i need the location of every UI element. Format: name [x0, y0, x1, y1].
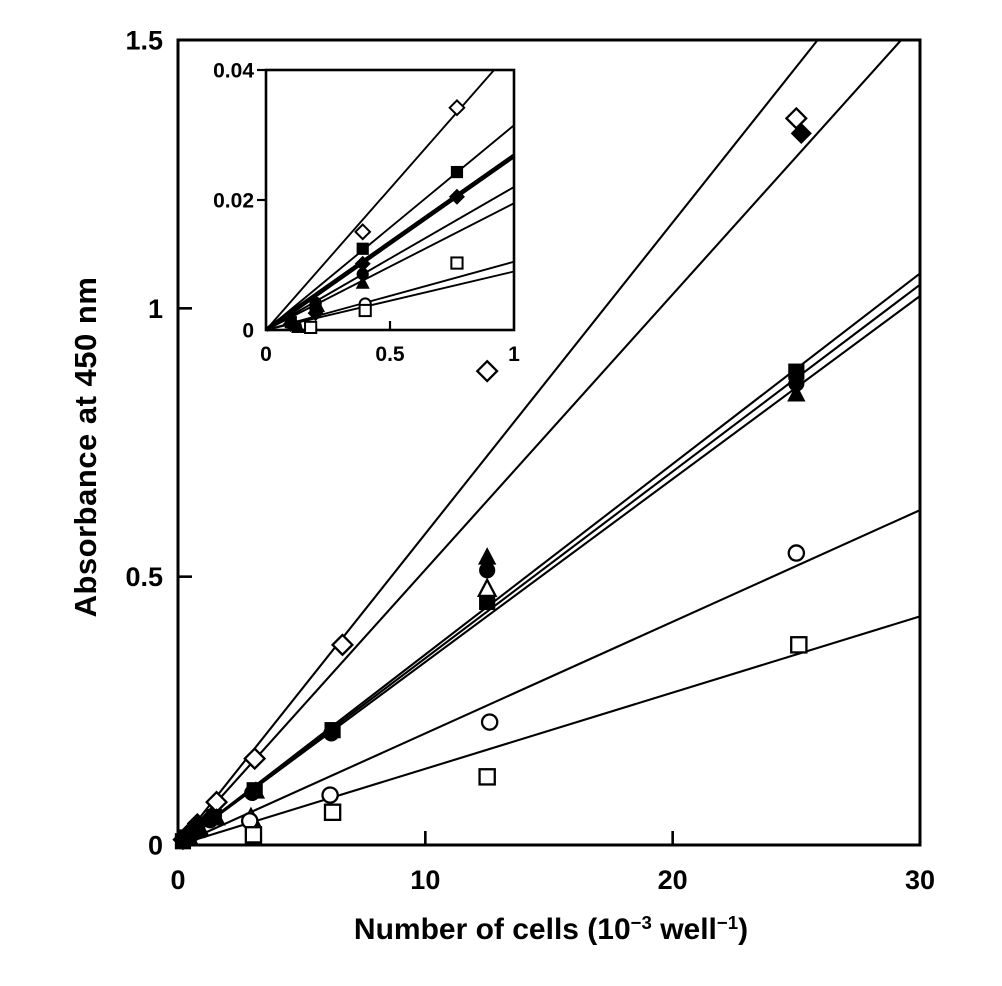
- filled-circle-marker: [479, 562, 496, 579]
- open-circle-marker: [787, 544, 806, 562]
- open-square-points: [244, 636, 808, 844]
- filled-triangle-marker: [246, 781, 266, 799]
- open-circle-marker: [321, 786, 339, 804]
- x-axis-title: Number of cells (10−3 well−1): [353, 911, 749, 947]
- filled-square-fit-line: [265, 124, 515, 331]
- open-square-fit-line: [177, 615, 921, 847]
- filled-triangle-marker: [191, 818, 210, 837]
- y-tick-label: 1.5: [125, 25, 163, 55]
- filled-circle-marker: [323, 725, 340, 742]
- inset-background: [263, 67, 517, 333]
- x-axis-title-suffix: ): [738, 913, 749, 946]
- filled-triangle-points: [291, 275, 370, 333]
- open-diamond-marker: [475, 359, 499, 383]
- filled-triangle-marker: [787, 384, 806, 402]
- x-axis-title-prefix: Number of cells (10: [353, 913, 631, 946]
- y-tick-label: 0: [148, 830, 163, 860]
- y-tick-label: 0: [242, 319, 254, 342]
- y-tick-label: 1: [148, 294, 163, 324]
- x-tick-label: 1: [508, 343, 520, 366]
- x-tick-label: 20: [658, 865, 688, 895]
- open-circle-points: [240, 544, 806, 830]
- filled-triangle-marker: [477, 547, 497, 565]
- open-square-marker: [790, 636, 808, 654]
- y-tick-label: 0.04: [213, 59, 254, 82]
- y-tick-label: 0.5: [125, 562, 163, 592]
- open-square-points: [304, 256, 464, 334]
- filled-triangle-marker: [311, 298, 326, 313]
- open-diamond-points: [205, 106, 808, 814]
- x-tick-label: 10: [410, 865, 440, 895]
- filled-diamond-fit-line: [177, 39, 902, 846]
- y-axis-title-text: Absorbance at 450 nm: [68, 276, 103, 618]
- open-square-fit-line: [265, 270, 515, 331]
- x-axis-title-superscript-2: −1: [716, 911, 739, 933]
- y-axis-title: Absorbance at 450 nm: [68, 277, 104, 618]
- x-tick-label: 30: [905, 865, 935, 895]
- open-square-marker: [244, 826, 263, 844]
- open-square-marker: [450, 256, 464, 270]
- open-circle-fit-line: [177, 509, 921, 846]
- open-diamond-marker: [330, 633, 354, 657]
- open-diamond-fit-line: [177, 39, 819, 846]
- open-square-marker: [323, 803, 342, 822]
- x-tick-label: 0.5: [375, 343, 405, 366]
- open-square-marker: [358, 303, 372, 318]
- filled-circle-fit-line: [265, 186, 515, 331]
- y-tick-label: 0.02: [213, 189, 254, 212]
- main-plot-frame: [176, 38, 922, 847]
- inset-plot: 0 0.5 1 0 0.02 0.04: [213, 59, 520, 366]
- open-circle-marker: [480, 713, 499, 731]
- open-diamond-marker: [354, 223, 372, 241]
- filled-square-marker: [450, 165, 464, 179]
- filled-triangle-marker: [355, 275, 370, 289]
- x-axis-title-mid: well: [651, 913, 717, 946]
- filled-diamond-marker: [448, 188, 465, 205]
- x-tick-label: 0: [170, 865, 185, 895]
- open-square-marker: [304, 320, 318, 334]
- filled-triangle-points: [179, 384, 806, 845]
- x-axis-title-superscript-1: −3: [630, 911, 652, 933]
- filled-diamond-marker: [790, 122, 812, 144]
- filled-circle-fit-line: [177, 283, 921, 846]
- open-diamond-points: [354, 99, 466, 241]
- filled-triangle-marker: [207, 807, 226, 826]
- filled-diamond-fit-line: [264, 153, 516, 332]
- x-tick-label: 0: [260, 343, 272, 366]
- filled-triangle-marker: [291, 319, 306, 333]
- open-triangle-marker: [476, 577, 498, 597]
- open-diamond-marker: [243, 747, 267, 771]
- open-circle-fit-line: [265, 260, 515, 331]
- open-square-marker: [478, 768, 496, 786]
- open-diamond-marker: [448, 99, 466, 117]
- filled-triangle-fit-line: [265, 202, 515, 331]
- filled-square-marker: [356, 242, 369, 255]
